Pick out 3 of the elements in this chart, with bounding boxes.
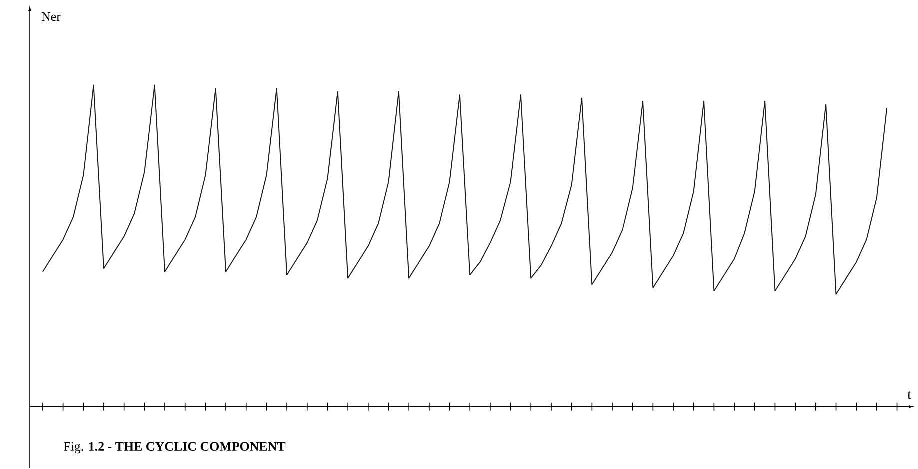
x-axis-title: t <box>908 391 912 400</box>
text: Fig. 1.2 - THE CYCLIC COMPONENT <box>64 442 286 454</box>
y-axis-title: Ner <box>42 12 61 22</box>
